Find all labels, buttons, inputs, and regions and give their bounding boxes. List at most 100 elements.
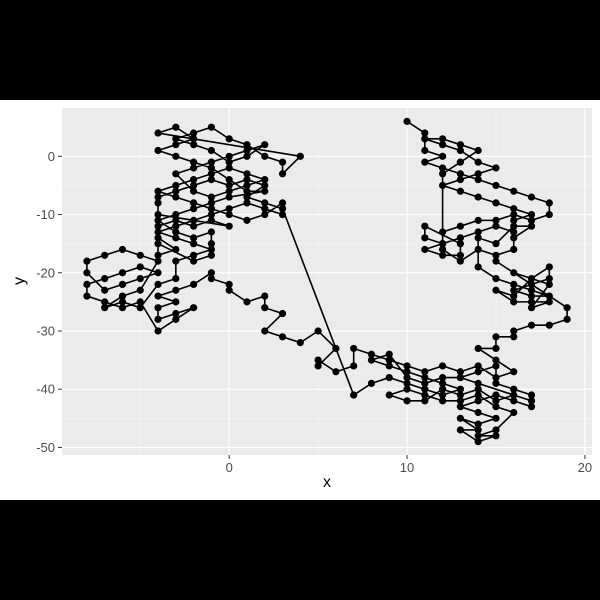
data-point bbox=[545, 274, 553, 283]
data-point bbox=[172, 152, 180, 160]
data-point bbox=[385, 362, 393, 370]
data-point bbox=[154, 292, 162, 300]
data-point bbox=[510, 397, 518, 405]
data-point bbox=[118, 292, 127, 300]
x-axis-tick-labels: 0 10 20 bbox=[226, 460, 593, 475]
data-point bbox=[439, 397, 447, 405]
data-point bbox=[190, 216, 198, 224]
data-point bbox=[439, 228, 447, 236]
data-point bbox=[136, 263, 144, 271]
data-point bbox=[190, 158, 198, 166]
data-point bbox=[190, 135, 198, 143]
data-point bbox=[456, 146, 464, 155]
data-point bbox=[474, 170, 482, 178]
data-point bbox=[296, 152, 304, 160]
data-point bbox=[261, 141, 269, 149]
data-point bbox=[492, 216, 500, 224]
data-point bbox=[385, 350, 393, 358]
data-point bbox=[385, 356, 393, 364]
data-point bbox=[207, 158, 215, 166]
data-point bbox=[456, 391, 464, 399]
data-point bbox=[190, 199, 198, 207]
y-axis-tick-labels: 0 -10 -20 -30 -40 -50 bbox=[36, 149, 55, 455]
data-point bbox=[118, 269, 127, 277]
data-point bbox=[278, 309, 287, 318]
data-point bbox=[172, 298, 180, 306]
data-point bbox=[261, 152, 269, 160]
data-point bbox=[474, 397, 482, 405]
data-point bbox=[510, 245, 518, 254]
data-point bbox=[190, 187, 198, 195]
data-point bbox=[456, 397, 464, 405]
data-point bbox=[421, 135, 429, 143]
data-point bbox=[474, 438, 482, 446]
data-point bbox=[474, 263, 482, 271]
data-series bbox=[83, 117, 571, 446]
data-point bbox=[474, 408, 482, 417]
data-point bbox=[172, 315, 180, 323]
x-axis-title: x bbox=[323, 474, 331, 491]
data-point bbox=[456, 426, 464, 434]
data-point bbox=[545, 292, 553, 300]
data-point bbox=[207, 228, 215, 236]
data-point bbox=[545, 210, 553, 219]
data-point bbox=[172, 257, 180, 265]
data-point bbox=[278, 158, 287, 166]
data-point bbox=[83, 280, 91, 289]
data-point bbox=[456, 187, 464, 195]
data-point bbox=[278, 205, 287, 213]
data-point bbox=[172, 123, 180, 131]
data-point bbox=[474, 362, 482, 370]
data-point bbox=[510, 269, 518, 277]
data-point bbox=[154, 216, 162, 224]
data-point bbox=[332, 368, 340, 376]
data-point bbox=[101, 286, 109, 294]
data-point bbox=[136, 274, 144, 283]
data-point bbox=[243, 193, 251, 201]
data-point bbox=[154, 146, 162, 155]
data-point bbox=[492, 164, 500, 172]
data-point bbox=[172, 216, 180, 224]
data-point bbox=[154, 234, 162, 242]
data-point bbox=[456, 234, 464, 242]
data-point bbox=[439, 164, 447, 172]
data-point bbox=[207, 274, 215, 283]
data-point bbox=[190, 205, 198, 213]
data-point bbox=[474, 234, 482, 242]
data-point bbox=[421, 146, 429, 155]
data-point bbox=[207, 164, 215, 172]
data-point bbox=[207, 146, 215, 155]
data-point bbox=[278, 333, 287, 341]
data-point bbox=[225, 187, 233, 195]
data-point bbox=[207, 193, 215, 201]
data-point bbox=[474, 391, 482, 399]
data-point bbox=[492, 286, 500, 294]
data-point bbox=[403, 379, 411, 387]
data-point bbox=[225, 176, 233, 184]
data-point bbox=[527, 292, 536, 300]
data-point bbox=[172, 170, 180, 178]
x-tick-label: 10 bbox=[400, 460, 414, 475]
data-point bbox=[261, 181, 269, 190]
data-point bbox=[207, 245, 215, 254]
data-point bbox=[118, 298, 127, 306]
data-point bbox=[403, 117, 411, 125]
data-point bbox=[225, 210, 233, 219]
data-point bbox=[403, 373, 411, 382]
data-point bbox=[439, 170, 447, 178]
data-point bbox=[545, 321, 553, 329]
data-point bbox=[261, 176, 269, 184]
y-axis-title: y bbox=[11, 277, 28, 285]
data-point bbox=[563, 304, 571, 312]
data-point bbox=[207, 216, 215, 224]
data-point bbox=[456, 158, 464, 166]
data-point bbox=[172, 181, 180, 190]
data-point bbox=[190, 240, 198, 248]
data-point bbox=[456, 385, 464, 393]
data-point bbox=[243, 199, 251, 207]
data-point bbox=[83, 269, 91, 277]
data-point bbox=[207, 251, 215, 259]
data-point bbox=[510, 234, 518, 242]
data-point bbox=[456, 414, 464, 422]
data-point bbox=[527, 193, 536, 201]
